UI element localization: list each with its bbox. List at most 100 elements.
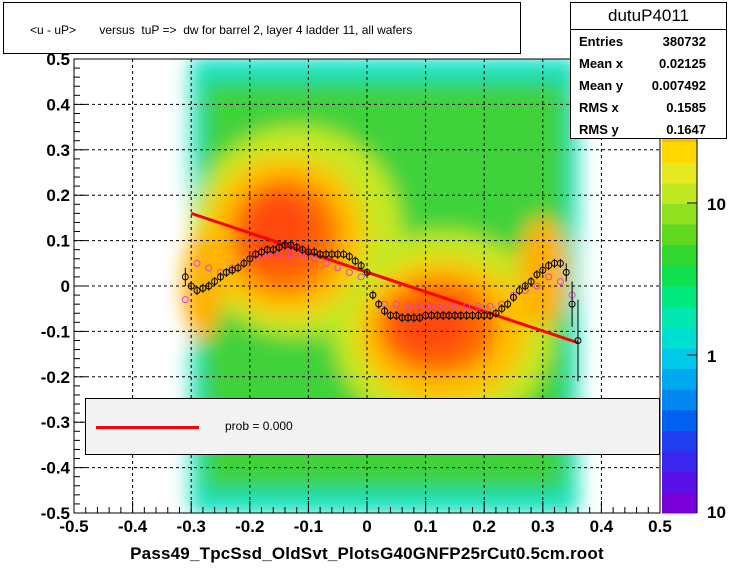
x-axis-label: Pass49_TpcSsd_OldSvt_PlotsG40GNFP25rCut0… [130, 544, 604, 563]
color-scale-band [662, 430, 697, 452]
x-tick-label: 0.4 [590, 517, 614, 536]
stats-key: RMS x [579, 100, 619, 115]
x-tick-label: 0.2 [472, 517, 496, 536]
profile-magenta-point [404, 302, 412, 310]
stats-value: 0.007492 [651, 78, 706, 93]
x-tick-label: 0.1 [414, 517, 438, 536]
color-scale-band [662, 306, 697, 328]
profile-black-point [486, 312, 494, 320]
profile-black-point [246, 255, 254, 263]
profile-black-point [562, 268, 570, 276]
profile-magenta-point [545, 273, 553, 281]
profile-magenta-point [334, 264, 342, 272]
stats-row-entries: Entries 380732 [571, 30, 726, 52]
color-scale-tick-label: 10 [707, 195, 726, 214]
profile-magenta-point [205, 264, 213, 272]
profile-black-point [556, 259, 564, 267]
color-scale-band [662, 224, 697, 246]
profile-black-point [369, 291, 377, 299]
y-tick-label: 0 [61, 277, 70, 296]
profile-black-point [211, 277, 219, 285]
color-scale-band [662, 265, 697, 287]
profile-black-point [545, 262, 553, 270]
y-tick-label: -0.5 [41, 504, 70, 523]
profile-black-point [228, 266, 236, 274]
density-peak-left [244, 193, 315, 270]
stats-row-rms-x: RMS x 0.1585 [571, 96, 726, 118]
color-scale-band [662, 389, 697, 411]
stats-value: 380732 [662, 34, 706, 49]
profile-black-point [199, 284, 207, 292]
stats-row-rms-y: RMS y 0.1647 [571, 118, 726, 140]
stats-row-mean-x: Mean x 0.02125 [571, 52, 726, 74]
profile-black-point [504, 300, 512, 308]
profile-magenta-point [181, 296, 189, 304]
profile-black-point [533, 271, 541, 279]
profile-magenta-point [287, 250, 295, 258]
profile-black-point [375, 300, 383, 308]
x-tick-label: -0.3 [177, 517, 206, 536]
profile-magenta-point [357, 273, 365, 281]
color-scale-band [662, 492, 697, 514]
profile-black-point [187, 282, 195, 290]
legend-label: prob = 0.000 [225, 419, 293, 433]
y-tick-label: -0.2 [41, 368, 70, 387]
color-scale-band [662, 409, 697, 431]
profile-black-point [340, 250, 348, 258]
title-box: <u - uP> versus tuP => dw for barrel 2, … [3, 2, 521, 54]
profile-black-point [275, 243, 283, 251]
profile-magenta-point [345, 268, 353, 276]
profile-magenta-point [193, 259, 201, 267]
profile-black-point [416, 314, 424, 322]
y-tick-label: 0.5 [46, 50, 70, 69]
profile-magenta-point [451, 302, 459, 310]
x-tick-label: -0.5 [59, 517, 88, 536]
profile-black-point [521, 282, 529, 290]
x-tick-label: -0.4 [118, 517, 148, 536]
stats-row-mean-y: Mean y 0.007492 [571, 74, 726, 96]
stats-value: 0.1647 [666, 122, 706, 137]
stats-name: dutuP4011 [571, 3, 726, 30]
color-scale-band [662, 451, 697, 473]
profile-black-point [205, 282, 213, 290]
profile-magenta-point [427, 302, 435, 310]
profile-black-point [574, 336, 582, 344]
profile-black-point [527, 277, 535, 285]
stats-value: 0.02125 [659, 56, 706, 71]
color-scale-bottom-label: 10 [707, 503, 726, 522]
profile-black-point [293, 243, 301, 251]
profile-black-point [351, 257, 359, 265]
stats-value: 0.1585 [666, 100, 706, 115]
stats-key: Entries [579, 34, 624, 49]
x-tick-label: 0.3 [531, 517, 555, 536]
legend-box: prob = 0.000 [85, 398, 660, 455]
legend-line-swatch [96, 426, 199, 429]
profile-black-point [363, 268, 371, 276]
profile-magenta-point [392, 300, 400, 308]
profile-black-point [240, 259, 248, 267]
y-tick-label: 0.3 [46, 141, 70, 160]
color-scale-band [662, 286, 697, 308]
color-scale-band [662, 327, 697, 349]
color-scale-band [662, 182, 697, 204]
profile-black-point [392, 312, 400, 320]
y-tick-label: -0.3 [41, 413, 70, 432]
profile-magenta-point [463, 302, 471, 310]
profile-black-point [287, 241, 295, 249]
color-scale-band [662, 471, 697, 493]
profile-black-point [252, 250, 260, 258]
chart-title: <u - uP> versus tuP => dw for barrel 2, … [30, 23, 413, 37]
color-scale-band [662, 141, 697, 163]
profile-points [181, 240, 582, 382]
profile-black-point [345, 252, 353, 260]
profile-black-point [269, 246, 277, 254]
profile-magenta-point [439, 302, 447, 310]
stats-key: Mean x [579, 56, 624, 71]
y-tick-label: -0.1 [41, 322, 70, 341]
profile-black-point [310, 248, 318, 256]
color-scale-band [662, 347, 697, 370]
profile-black-point [357, 262, 365, 270]
fit-line [190, 211, 579, 345]
axes: -0.5 -0.4 -0.3 -0.2 -0.1 0 0.1 0.2 0.3 0.4 0.5 -0.5… [41, 50, 672, 536]
profile-magenta-point [556, 277, 564, 285]
